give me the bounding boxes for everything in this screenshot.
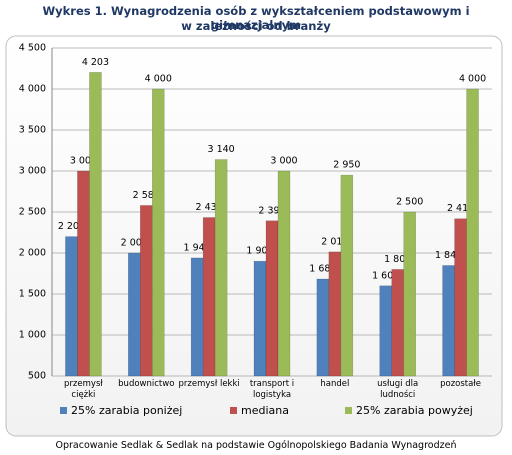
bar xyxy=(89,72,102,377)
legend-label: 25% zarabia powyżej xyxy=(356,404,473,417)
y-tick-label: 4 000 xyxy=(19,84,46,95)
value-label: 3 140 xyxy=(208,144,235,155)
bar xyxy=(379,285,392,377)
bar xyxy=(77,170,90,377)
legend-swatch xyxy=(230,407,237,414)
bar xyxy=(128,252,141,377)
bar xyxy=(140,205,153,377)
value-label: 2 418 xyxy=(447,203,474,214)
y-tick-label: 1 500 xyxy=(19,289,46,300)
bar xyxy=(454,218,467,377)
bar xyxy=(277,170,291,377)
y-tick-label: 3 000 xyxy=(19,166,46,177)
bar xyxy=(391,269,404,377)
x-tick-label: transport i logistyka xyxy=(249,379,295,400)
value-label: 1 848 xyxy=(435,250,462,261)
bar xyxy=(466,88,479,377)
chart-subtitle: w zależności od branży xyxy=(181,19,331,33)
bar xyxy=(328,251,342,377)
value-label: 2 393 xyxy=(258,205,285,216)
x-tick-label: pozostałe xyxy=(440,379,481,389)
bar xyxy=(403,211,416,377)
bar xyxy=(253,260,267,377)
value-label: 4 000 xyxy=(459,74,486,85)
value-label: 2 014 xyxy=(321,236,348,247)
value-label: 4 000 xyxy=(145,74,172,85)
value-label: 2 950 xyxy=(333,160,360,171)
legend-label: mediana xyxy=(241,404,289,417)
value-label: 1 800 xyxy=(384,254,411,265)
bar xyxy=(202,217,216,377)
x-tick-label: usługi dla ludności xyxy=(377,379,419,400)
legend-swatch xyxy=(345,407,352,414)
legend-swatch xyxy=(60,407,67,414)
bar xyxy=(152,88,165,377)
value-label: 3 000 xyxy=(70,156,97,167)
bar xyxy=(190,257,204,377)
y-tick-label: 2 000 xyxy=(19,248,46,259)
value-label: 2 200 xyxy=(58,221,85,232)
value-label: 2 500 xyxy=(396,197,423,208)
bar xyxy=(340,174,354,377)
bar xyxy=(316,278,330,377)
x-tick-label: przemysł ciężki xyxy=(64,379,103,400)
x-tick-label: przemysł lekki xyxy=(178,379,240,389)
value-label: 4 203 xyxy=(82,57,109,68)
chart-title: Wykres 1. Wynagrodzenia osób z wykształc… xyxy=(42,4,470,32)
value-label: 1 900 xyxy=(246,246,273,257)
value-label: 3 000 xyxy=(270,156,297,167)
value-label: 2 000 xyxy=(121,238,148,249)
y-tick-label: 1 000 xyxy=(19,330,46,341)
value-label: 1 683 xyxy=(309,263,336,274)
x-tick-label: handel xyxy=(320,379,350,389)
bar xyxy=(442,265,455,377)
value-label: 1 600 xyxy=(372,270,399,281)
value-label: 1 940 xyxy=(184,242,211,253)
bar xyxy=(214,159,228,377)
x-tick-label: budownictwo xyxy=(118,379,175,389)
bar xyxy=(65,236,78,377)
source-note: Opracowanie Sedlak & Sedlak na podstawie… xyxy=(55,440,457,451)
y-tick-label: 4 500 xyxy=(19,43,46,54)
value-label: 2 580 xyxy=(133,190,160,201)
legend-label: 25% zarabia poniżej xyxy=(71,404,182,417)
y-tick-label: 500 xyxy=(28,371,46,382)
y-tick-label: 3 500 xyxy=(19,125,46,136)
y-tick-label: 2 500 xyxy=(19,207,46,218)
value-label: 2 433 xyxy=(196,202,223,213)
bar xyxy=(265,220,279,377)
